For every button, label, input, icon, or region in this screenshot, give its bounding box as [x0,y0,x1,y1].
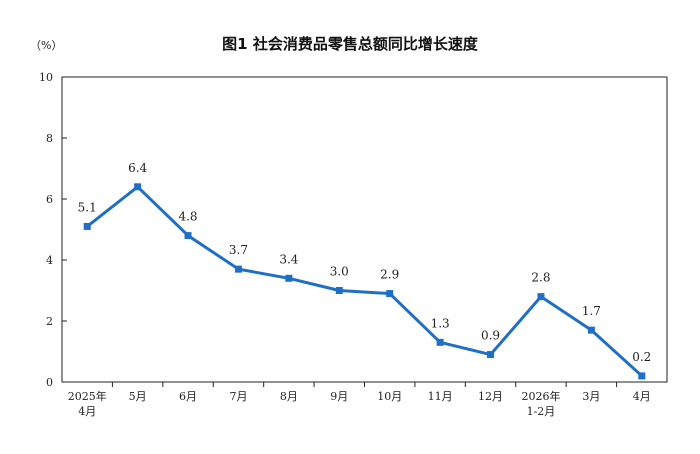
x-tick-label: 4月 [633,390,651,403]
data-label: 3.0 [330,265,349,279]
x-axis: 2025年 4月 5月 6月 7月 8月 9月 10月 11月 12月 2026年 1-2月 3月 4月 [68,382,651,418]
y-tick-label: 10 [39,71,53,84]
x-tick-label: 5月 [129,390,147,403]
data-point [487,351,495,359]
series-line [86,185,643,378]
data-label: 2.9 [380,268,399,282]
data-point [436,338,444,346]
y-tick-label: 8 [46,132,53,145]
data-label: 1.7 [582,304,601,318]
x-tick-label: 11月 [428,390,453,403]
data-label: 3.7 [229,243,248,257]
x-tick-label: 6月 [179,390,197,403]
y-axis: 0 2 4 6 8 10 [39,71,67,389]
data-point [386,290,394,298]
data-label: 3.4 [279,252,298,266]
y-tick-label: 2 [46,315,53,328]
data-point [638,372,646,380]
data-label: 1.3 [431,316,450,330]
data-label: 0.2 [632,350,651,364]
x-tick-label: 3月 [582,390,600,403]
data-label: 0.9 [481,329,500,343]
data-point [537,293,545,301]
data-point [335,287,343,294]
x-tick-label: 8月 [280,390,298,403]
data-label: 5.1 [78,200,97,214]
x-tick-label: 10月 [377,390,402,403]
y-tick-label: 6 [46,193,53,206]
data-point [234,265,242,273]
data-point [83,222,91,230]
data-point [184,232,192,240]
chart-title: 图1 社会消费品零售总额同比增长速度 [222,35,479,53]
plot-area [61,76,668,383]
data-point [285,274,293,282]
x-tick-label: 2025年 4月 [68,389,107,418]
data-label: 4.8 [178,210,197,224]
series-group: 5.1 6.4 4.8 3.7 3.4 3.0 2.9 1.3 0.9 2.8 1.7 0.2 [78,161,651,380]
x-tick-label: 7月 [229,390,247,403]
y-axis-unit-label: （%） [30,39,62,52]
x-tick-label: 12月 [478,390,503,403]
data-label: 2.8 [531,271,550,285]
x-tick-label: 2026年 1-2月 [521,389,560,418]
x-tick-label: 9月 [330,390,348,403]
data-label: 6.4 [128,161,147,175]
y-tick-label: 0 [46,376,53,389]
data-point [587,326,595,334]
y-tick-label: 4 [46,254,53,267]
data-point [134,183,142,191]
